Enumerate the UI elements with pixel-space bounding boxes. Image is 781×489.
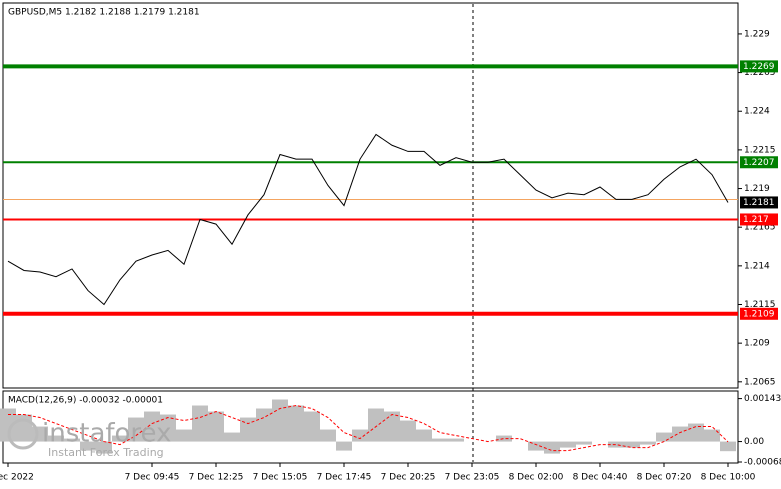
price-line bbox=[7, 133, 729, 306]
x-tick-label: 7 Dec 20:25 bbox=[381, 473, 436, 483]
macd-bar bbox=[560, 441, 576, 448]
x-tick-label: 7 Dec 15:05 bbox=[253, 473, 308, 483]
x-tick-label: 7 Dec 17:45 bbox=[317, 473, 372, 483]
macd-bar bbox=[336, 441, 352, 451]
x-tick-label: 7 Dec 09:45 bbox=[125, 473, 180, 483]
macd-bar bbox=[384, 411, 400, 442]
macd-bar bbox=[64, 438, 80, 442]
y-tick-label: 1.219 bbox=[744, 184, 770, 194]
level-label: 1.2207 bbox=[743, 158, 775, 168]
level-label: 1.2109 bbox=[743, 309, 775, 319]
macd-bar bbox=[576, 441, 592, 445]
macd-bar bbox=[48, 435, 64, 442]
macd-bar bbox=[96, 441, 112, 454]
macd-bar bbox=[368, 408, 384, 442]
macd-bar bbox=[320, 429, 336, 442]
macd-bar bbox=[224, 432, 240, 442]
macd-bar bbox=[416, 429, 432, 442]
signal-line bbox=[8, 405, 729, 452]
level-label-box bbox=[740, 213, 778, 226]
x-tick-label: 8 Dec 04:40 bbox=[573, 473, 628, 483]
x-tick-label: 7 Dec 2022 bbox=[0, 473, 34, 483]
macd-bar bbox=[688, 423, 704, 442]
y-tick-label: 0.00 bbox=[744, 437, 764, 447]
macd-bar bbox=[0, 408, 16, 442]
macd-bar bbox=[80, 441, 96, 451]
y-tick-label: 1.2215 bbox=[744, 145, 776, 155]
x-tick-label: 7 Dec 23:05 bbox=[445, 473, 500, 483]
y-tick-label: 1.229 bbox=[744, 29, 770, 39]
level-label: 1.2269 bbox=[743, 62, 775, 72]
macd-bar bbox=[704, 429, 720, 442]
tagline: Instant Forex Trading bbox=[48, 446, 164, 459]
macd-bar bbox=[272, 399, 288, 442]
macd-bar bbox=[176, 429, 192, 442]
level-label-box bbox=[740, 156, 778, 169]
macd-bar bbox=[256, 408, 272, 442]
macd-bar bbox=[128, 417, 144, 442]
macd-bar bbox=[432, 438, 448, 442]
x-tick-label: 8 Dec 10:00 bbox=[701, 473, 756, 483]
y-tick-label: 1.209 bbox=[744, 339, 770, 349]
y-tick-label: -0.00068 bbox=[744, 458, 781, 468]
logo bbox=[7, 418, 39, 450]
macd-bar bbox=[288, 405, 304, 442]
macd-bar bbox=[672, 426, 688, 442]
macd-bar bbox=[624, 441, 640, 448]
y-tick-label: 1.2265 bbox=[744, 68, 776, 78]
watermark: instaforex Instant Forex Trading bbox=[7, 418, 171, 459]
level-label-box bbox=[740, 307, 778, 320]
macd-bar bbox=[640, 441, 656, 445]
macd-bar bbox=[192, 405, 208, 442]
price-panel bbox=[2, 2, 739, 389]
level-label: 1.217 bbox=[743, 215, 769, 225]
macd-bar bbox=[160, 414, 176, 442]
chart-title: GBPUSD,M5 1.2182 1.2188 1.2179 1.2181 bbox=[8, 8, 200, 18]
macd-bar bbox=[352, 429, 368, 442]
brand: instaforex bbox=[42, 419, 171, 449]
macd-bar bbox=[208, 411, 224, 442]
macd-bar bbox=[720, 441, 736, 452]
macd-title: MACD(12,26,9) -0.00032 -0.00001 bbox=[8, 396, 163, 406]
macd-bar bbox=[656, 432, 672, 442]
x-tick-label: 8 Dec 02:00 bbox=[509, 473, 564, 483]
macd-bar bbox=[608, 441, 624, 448]
y-tick-label: 1.2065 bbox=[744, 377, 776, 387]
macd-bar bbox=[144, 411, 160, 442]
macd-bar bbox=[112, 435, 128, 442]
level-label-box bbox=[740, 60, 778, 73]
macd-bar bbox=[240, 417, 256, 442]
y-tick-label: 1.2165 bbox=[744, 223, 776, 233]
macd-bar bbox=[496, 435, 512, 442]
macd-bar bbox=[400, 420, 416, 442]
y-tick-label: 1.224 bbox=[744, 107, 770, 117]
y-tick-label: 1.214 bbox=[744, 261, 770, 271]
macd-bar bbox=[528, 441, 544, 451]
macd-bar bbox=[544, 441, 560, 454]
current-price-box bbox=[740, 196, 778, 209]
y-tick-label: 1.2115 bbox=[744, 300, 776, 310]
x-tick-label: 8 Dec 07:20 bbox=[637, 473, 692, 483]
macd-bar bbox=[304, 411, 320, 442]
x-tick-label: 7 Dec 12:25 bbox=[189, 473, 244, 483]
y-tick-label: 0.00143 bbox=[744, 394, 781, 404]
current-price-label: 1.2181 bbox=[743, 198, 775, 208]
macd-bar bbox=[448, 438, 464, 442]
